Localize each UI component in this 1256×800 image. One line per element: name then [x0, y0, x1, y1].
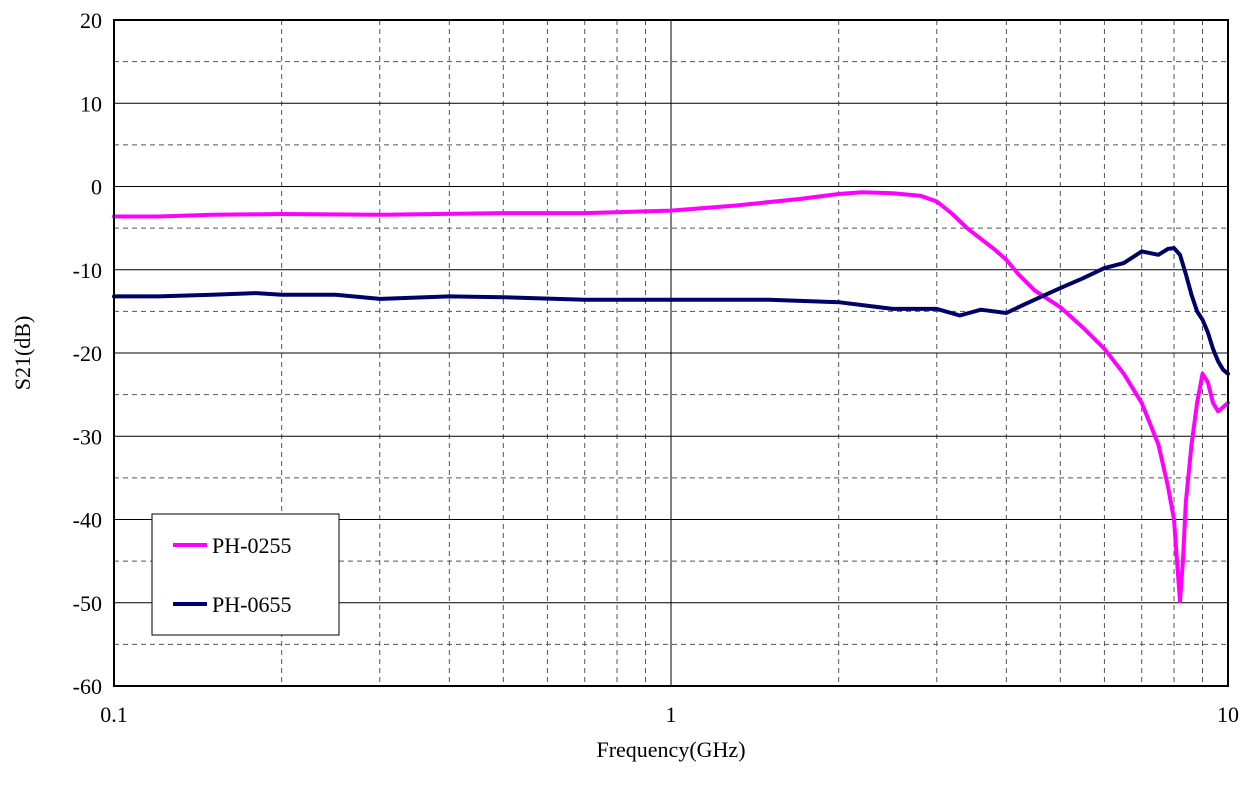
legend-box — [151, 513, 340, 636]
legend-label-ph-0255: PH-0255 — [212, 533, 291, 558]
y-tick-label: -10 — [73, 258, 102, 283]
y-tick-label: -40 — [73, 508, 102, 533]
y-tick-label: -60 — [73, 674, 102, 699]
legend-label-ph-0655: PH-0655 — [212, 592, 291, 617]
x-tick-label: 10 — [1217, 702, 1239, 727]
tick-labels: 0.1 1 10 20 10 0 -10 -20 -30 -40 -50 -60 — [73, 8, 1239, 727]
y-tick-label: -20 — [73, 341, 102, 366]
y-tick-label: 0 — [91, 175, 102, 200]
series-layer — [112, 190, 1230, 604]
plot-frame — [113, 19, 1229, 687]
y-axis-title: S21(dB) — [10, 316, 35, 391]
legend: PH-0255 PH-0655 — [151, 513, 340, 636]
y-tick-label: 20 — [80, 8, 102, 33]
series-line-ph-0655 — [112, 246, 1230, 376]
series-line-ph-0255 — [112, 190, 1230, 604]
y-tick-label: -30 — [73, 424, 102, 449]
x-tick-label: 0.1 — [100, 702, 128, 727]
x-tick-label: 1 — [666, 702, 677, 727]
y-tick-label: -50 — [73, 591, 102, 616]
x-axis-title: Frequency(GHz) — [596, 737, 745, 762]
y-tick-label: 10 — [80, 91, 102, 116]
